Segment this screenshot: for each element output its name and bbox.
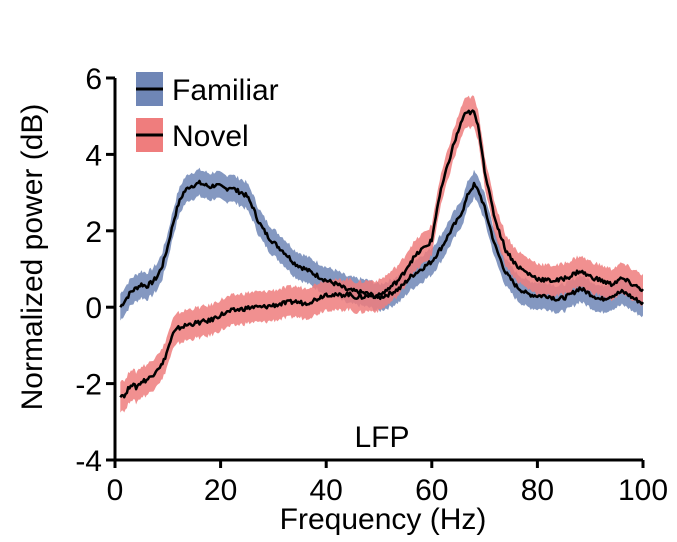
y-tick-label: 6 <box>85 63 102 96</box>
y-tick-label: -2 <box>75 369 102 402</box>
series-layer <box>119 95 645 413</box>
y-tick-label: 4 <box>85 139 102 172</box>
x-tick-label: 60 <box>415 474 448 507</box>
legend-label-novel: Novel <box>172 120 249 153</box>
x-tick-label: 20 <box>204 474 237 507</box>
axes-layer: 0 20 40 60 80 100 -4 -2 0 2 4 6 <box>75 63 668 507</box>
x-ticks: 0 20 40 60 80 100 <box>107 460 668 507</box>
x-axis-title: Frequency (Hz) <box>280 503 487 536</box>
y-tick-label: -4 <box>75 445 102 478</box>
x-tick-label: 0 <box>107 474 124 507</box>
y-ticks: -4 -2 0 2 4 6 <box>75 63 115 478</box>
x-tick-label: 40 <box>310 474 343 507</box>
legend-item-familiar: Familiar <box>136 72 279 107</box>
annotation-lfp: LFP <box>354 421 409 454</box>
series-line-familiar <box>119 179 645 308</box>
y-tick-label: 2 <box>85 216 102 249</box>
x-tick-label: 100 <box>618 474 668 507</box>
series-line-novel <box>119 109 644 399</box>
legend: Familiar Novel <box>136 72 279 153</box>
y-axis-title: Normalized power (dB) <box>16 104 49 411</box>
legend-label-familiar: Familiar <box>172 74 279 107</box>
legend-item-novel: Novel <box>136 118 249 153</box>
x-tick-label: 80 <box>521 474 554 507</box>
y-tick-label: 0 <box>85 292 102 325</box>
